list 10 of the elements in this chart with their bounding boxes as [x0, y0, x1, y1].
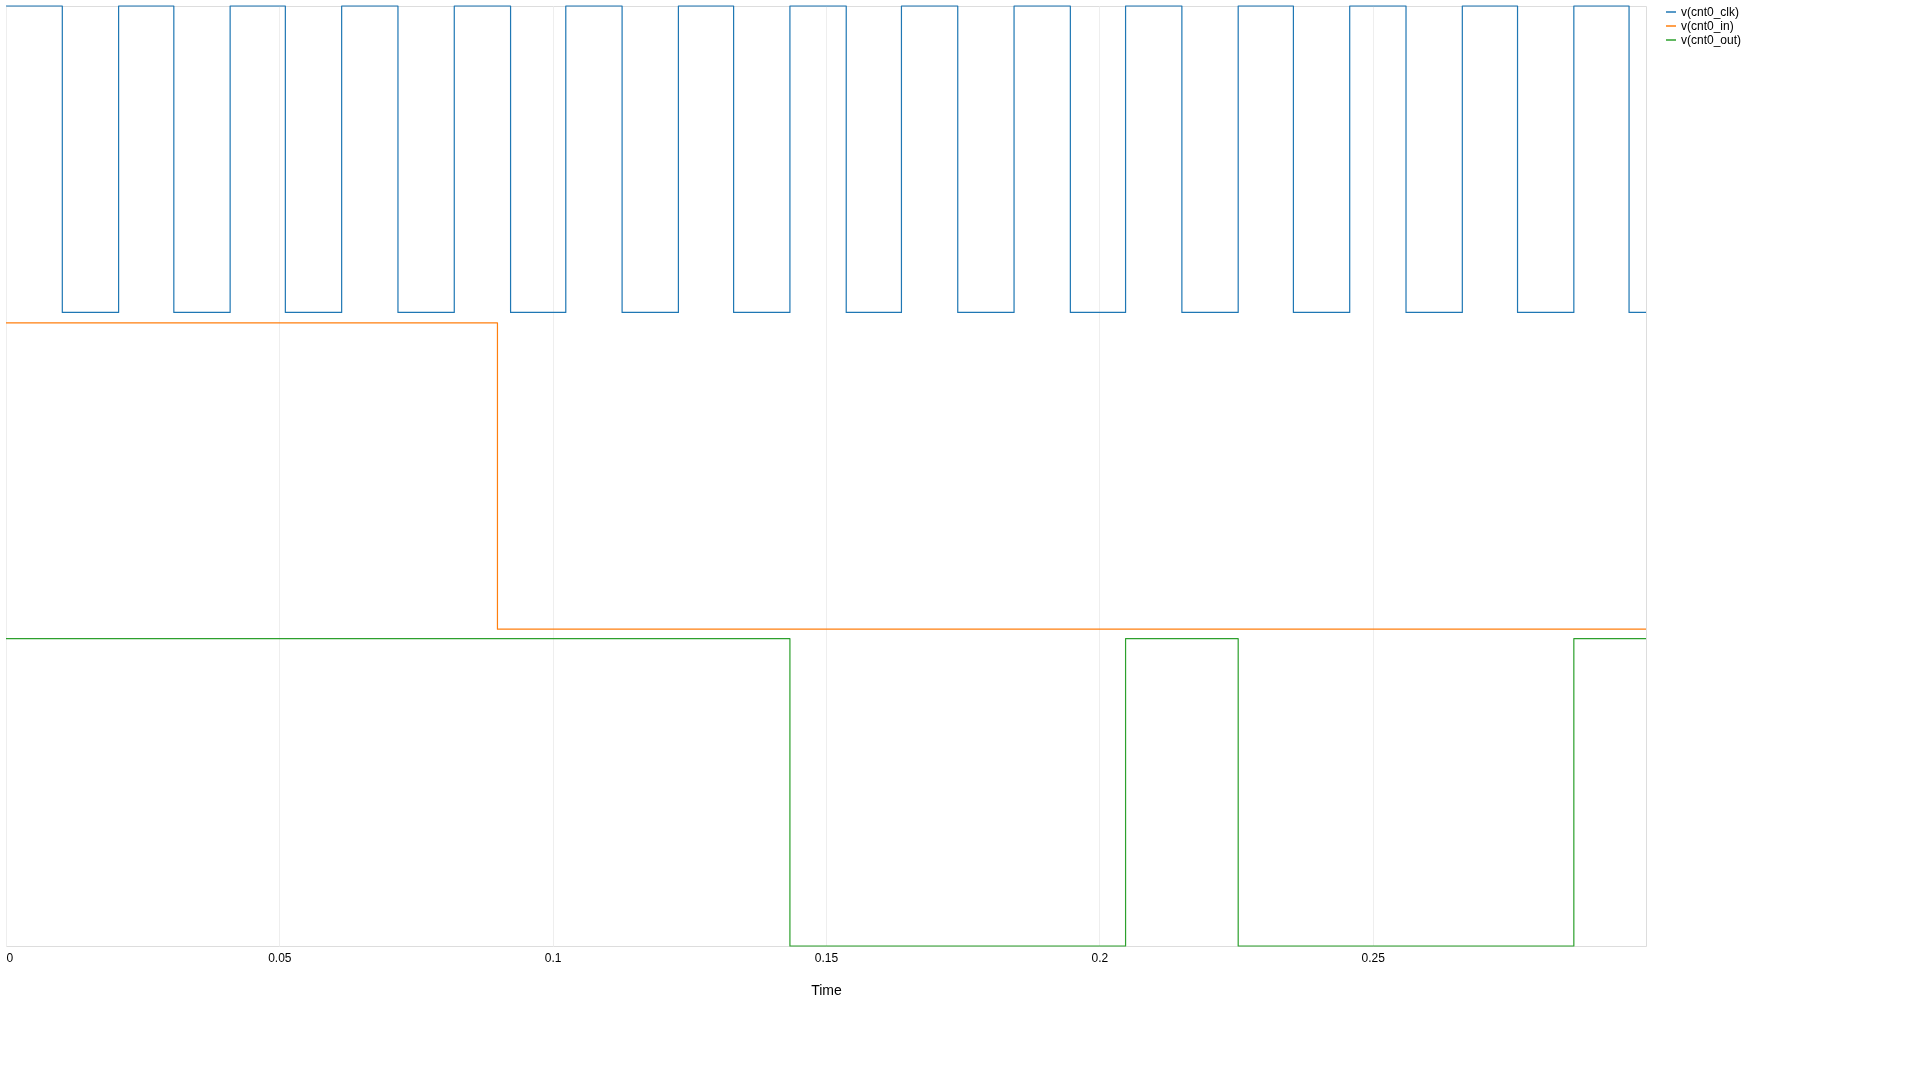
- x-tick-label: 0.1: [544, 950, 562, 965]
- x-tick-label: 0.05: [268, 950, 292, 965]
- legend-label: v(cnt0_clk): [1681, 5, 1740, 19]
- x-axis-title: Time: [811, 981, 843, 998]
- x-tick-label: 0.15: [814, 950, 839, 965]
- legend-label: v(cnt0_in): [1681, 19, 1734, 33]
- legend-label: v(cnt0_out): [1681, 33, 1742, 47]
- x-tick-label: 0.25: [1361, 950, 1386, 965]
- x-tick-label: 0: [6, 950, 14, 965]
- x-tick-label: 0.2: [1091, 950, 1109, 965]
